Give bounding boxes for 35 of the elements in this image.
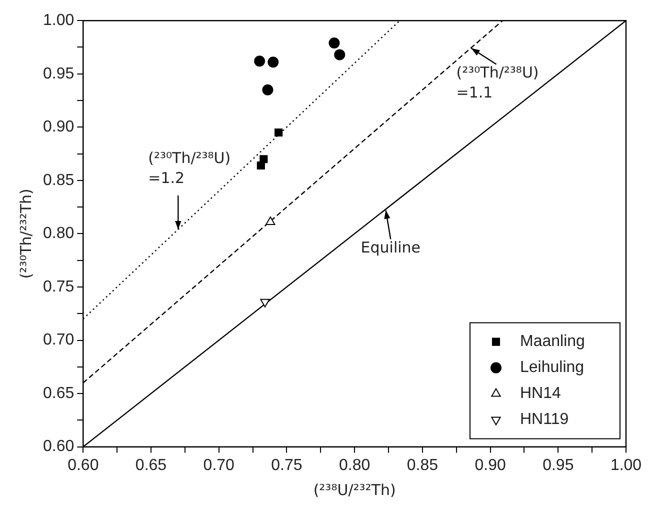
- y-tick-label: 0.75: [43, 278, 74, 296]
- x-axis-title: (²³⁸U/²³²Th): [313, 480, 396, 499]
- x-tick-label: 0.95: [542, 456, 574, 474]
- legend-label: Maanling: [520, 333, 585, 350]
- x-tick-label: 0.70: [203, 456, 235, 474]
- point: [274, 128, 283, 137]
- point: [254, 56, 266, 67]
- point: [268, 56, 279, 68]
- legend-label: HN14: [520, 385, 562, 402]
- y-tick-label: 0.70: [43, 332, 74, 349]
- y-tick-label: 0.95: [43, 65, 74, 82]
- point: [328, 37, 340, 48]
- annotation: Equiline: [360, 238, 421, 257]
- y-tick-label: 1.00: [43, 12, 74, 30]
- y-axis-title: (²³⁰Th/²³²Th): [16, 188, 35, 279]
- point: [262, 84, 274, 96]
- x-tick-label: 0.60: [68, 456, 99, 474]
- x-tick-label: 1.00: [610, 456, 642, 474]
- x-tick-label: 0.65: [135, 456, 167, 474]
- x-tick-label: 0.75: [271, 456, 302, 474]
- y-tick-label: 0.60: [43, 438, 74, 456]
- point: [256, 161, 265, 170]
- x-tick-label: 0.85: [406, 456, 438, 474]
- y-tick-label: 0.80: [43, 225, 74, 242]
- y-tick-label: 0.65: [43, 384, 74, 402]
- y-tick-label: 0.90: [43, 118, 74, 136]
- point: [260, 298, 270, 308]
- y-tick-label: 0.85: [43, 172, 74, 189]
- point: [334, 49, 346, 60]
- legend-label: HN119: [520, 411, 569, 428]
- x-tick-label: 0.90: [474, 456, 506, 474]
- legend-label: Leihuling: [520, 359, 584, 376]
- annotation: (²³⁰Th/²³⁸U) =1.2: [148, 148, 231, 187]
- annotation: (²³⁰Th/²³⁸U) =1.1: [456, 64, 539, 102]
- x-tick-label: 0.80: [339, 456, 370, 474]
